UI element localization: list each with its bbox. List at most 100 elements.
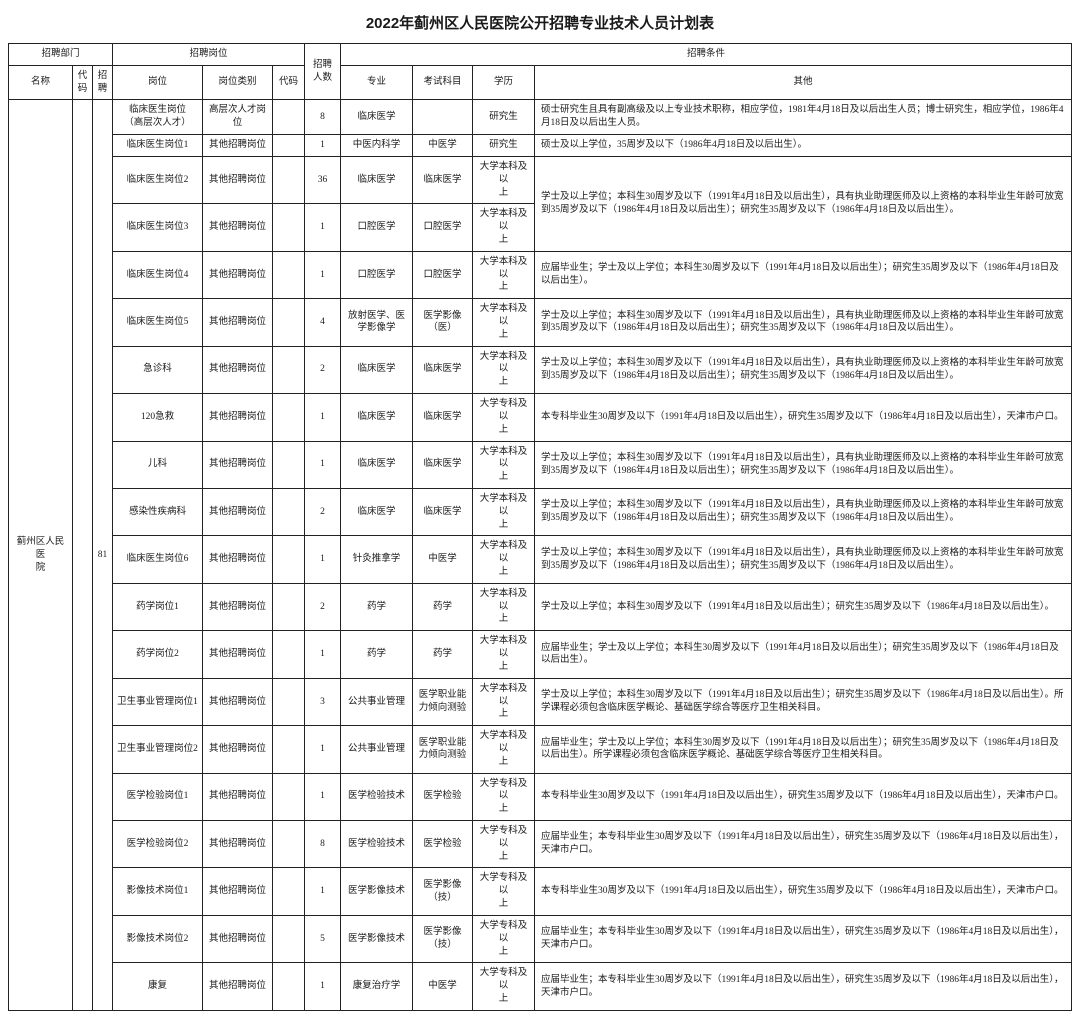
cell-subj: 医学检验 (413, 773, 473, 820)
cell-edu: 大学专科及以 上 (473, 773, 535, 820)
cell-major: 临床医学 (341, 441, 413, 488)
cell-major: 放射医学、医 学影像学 (341, 299, 413, 346)
cell-other: 应届毕业生；学士及以上学位；本科生30周岁及以下（1991年4月18日及以后出生… (535, 251, 1072, 298)
cell-num: 1 (305, 536, 341, 583)
cell-post: 医学检验岗位2 (113, 821, 203, 868)
cell-major: 药学 (341, 631, 413, 678)
table-row: 医学检验岗位1其他招聘岗位1医学检验技术医学检验大学专科及以 上本专科毕业生30… (9, 773, 1072, 820)
cell-edu: 大学本科及以 上 (473, 631, 535, 678)
cell-subj: 临床医学 (413, 394, 473, 441)
cell-post: 儿科 (113, 441, 203, 488)
cell-edu: 大学本科及以 上 (473, 488, 535, 535)
cell-other: 本专科毕业生30周岁及以下（1991年4月18日及以后出生），研究生35周岁及以… (535, 868, 1072, 915)
cell-major: 口腔医学 (341, 251, 413, 298)
hdr-subj: 考试科目 (413, 65, 473, 100)
cell-edu: 大学本科及以 上 (473, 536, 535, 583)
cell-other: 本专科毕业生30周岁及以下（1991年4月18日及以后出生），研究生35周岁及以… (535, 394, 1072, 441)
cell-num: 1 (305, 204, 341, 251)
cell-ptype: 其他招聘岗位 (203, 773, 273, 820)
cell-num: 3 (305, 678, 341, 725)
cell-edu: 大学本科及以 上 (473, 204, 535, 251)
cell-post: 急诊科 (113, 346, 203, 393)
cell-other: 学士及以上学位；本科生30周岁及以下（1991年4月18日及以后出生），具有执业… (535, 441, 1072, 488)
cell-num: 5 (305, 915, 341, 962)
table-row: 卫生事业管理岗位2其他招聘岗位1公共事业管理医学职业能 力倾向测验大学本科及以 … (9, 726, 1072, 773)
hdr-edu: 学历 (473, 65, 535, 100)
cell-ptype: 其他招聘岗位 (203, 346, 273, 393)
cell-subj (413, 100, 473, 135)
cell-major: 医学检验技术 (341, 821, 413, 868)
cell-edu: 大学本科及以 上 (473, 583, 535, 630)
cell-ptype: 其他招聘岗位 (203, 821, 273, 868)
recruit-total: 81 (93, 100, 113, 1010)
cell-code (273, 678, 305, 725)
hdr-code1: 代码 (73, 65, 93, 100)
cell-post: 影像技术岗位1 (113, 868, 203, 915)
cell-code (273, 583, 305, 630)
cell-edu: 大学专科及以 上 (473, 821, 535, 868)
hdr-other: 其他 (535, 65, 1072, 100)
cell-ptype: 其他招聘岗位 (203, 488, 273, 535)
cell-other: 学士及以上学位；本科生30周岁及以下（1991年4月18日及以后出生），具有执业… (535, 346, 1072, 393)
cell-edu: 大学本科及以 上 (473, 678, 535, 725)
cell-subj: 药学 (413, 631, 473, 678)
hdr-post: 岗位 (113, 65, 203, 100)
cell-subj: 口腔医学 (413, 204, 473, 251)
cell-code (273, 631, 305, 678)
table-row: 药学岗位2其他招聘岗位1药学药学大学本科及以 上应届毕业生；学士及以上学位；本科… (9, 631, 1072, 678)
cell-subj: 中医学 (413, 963, 473, 1010)
table-body: 蓟州区人民医 院81临床医生岗位 （高层次人才）高层次人才岗 位8临床医学研究生… (9, 100, 1072, 1010)
cell-ptype: 其他招聘岗位 (203, 394, 273, 441)
cell-num: 1 (305, 963, 341, 1010)
hdr-ptype: 岗位类别 (203, 65, 273, 100)
hdr-dept: 招聘部门 (9, 44, 113, 66)
cell-post: 药学岗位2 (113, 631, 203, 678)
cell-major: 针灸推拿学 (341, 536, 413, 583)
cell-other: 硕士研究生且具有副高级及以上专业技术职称，相应学位，1981年4月18日及以后出… (535, 100, 1072, 135)
cell-major: 临床医学 (341, 100, 413, 135)
cell-post: 临床医生岗位4 (113, 251, 203, 298)
hdr-code2: 代码 (273, 65, 305, 100)
cell-code (273, 488, 305, 535)
cell-num: 4 (305, 299, 341, 346)
dept-name: 蓟州区人民医 院 (9, 100, 73, 1010)
cell-edu: 大学专科及以 上 (473, 963, 535, 1010)
cell-ptype: 其他招聘岗位 (203, 726, 273, 773)
table-row: 康复其他招聘岗位1康复治疗学中医学大学专科及以 上应届毕业生；本专科毕业生30周… (9, 963, 1072, 1010)
cell-other: 应届毕业生；本专科毕业生30周岁及以下（1991年4月18日及以后出生），研究生… (535, 915, 1072, 962)
cell-subj: 医学影像 （技） (413, 868, 473, 915)
hdr-rec: 招聘 (93, 65, 113, 100)
table-row: 临床医生岗位4其他招聘岗位1口腔医学口腔医学大学本科及以 上应届毕业生；学士及以… (9, 251, 1072, 298)
cell-edu: 大学本科及以 上 (473, 441, 535, 488)
cell-post: 临床医生岗位1 (113, 135, 203, 157)
cell-num: 2 (305, 346, 341, 393)
cell-subj: 临床医学 (413, 156, 473, 203)
cell-major: 公共事业管理 (341, 678, 413, 725)
cell-major: 临床医学 (341, 346, 413, 393)
page-title: 2022年蓟州区人民医院公开招聘专业技术人员计划表 (8, 12, 1072, 33)
cell-code (273, 773, 305, 820)
cell-code (273, 100, 305, 135)
table-row: 临床医生岗位1其他招聘岗位1中医内科学中医学研究生硕士及以上学位，35周岁及以下… (9, 135, 1072, 157)
cell-edu: 大学本科及以 上 (473, 251, 535, 298)
cell-subj: 医学影像 （医） (413, 299, 473, 346)
table-row: 感染性疾病科其他招聘岗位2临床医学临床医学大学本科及以 上学士及以上学位；本科生… (9, 488, 1072, 535)
cell-other: 应届毕业生；本专科毕业生30周岁及以下（1991年4月18日及以后出生），研究生… (535, 821, 1072, 868)
cell-code (273, 251, 305, 298)
cell-subj: 中医学 (413, 135, 473, 157)
cell-post: 卫生事业管理岗位1 (113, 678, 203, 725)
cell-edu: 大学专科及以 上 (473, 394, 535, 441)
cell-major: 临床医学 (341, 488, 413, 535)
cell-num: 1 (305, 135, 341, 157)
table-header: 招聘部门 招聘岗位 招聘人数 招聘条件 名称 代码 招聘 岗位 岗位类别 代码 … (9, 44, 1072, 100)
hdr-num: 招聘人数 (305, 44, 341, 100)
cell-post: 卫生事业管理岗位2 (113, 726, 203, 773)
cell-ptype: 其他招聘岗位 (203, 441, 273, 488)
cell-subj: 医学检验 (413, 821, 473, 868)
table-row: 120急救其他招聘岗位1临床医学临床医学大学专科及以 上本专科毕业生30周岁及以… (9, 394, 1072, 441)
cell-num: 1 (305, 726, 341, 773)
cell-num: 2 (305, 583, 341, 630)
cell-code (273, 536, 305, 583)
cell-edu: 大学专科及以 上 (473, 868, 535, 915)
plan-table: 招聘部门 招聘岗位 招聘人数 招聘条件 名称 代码 招聘 岗位 岗位类别 代码 … (8, 43, 1072, 1011)
